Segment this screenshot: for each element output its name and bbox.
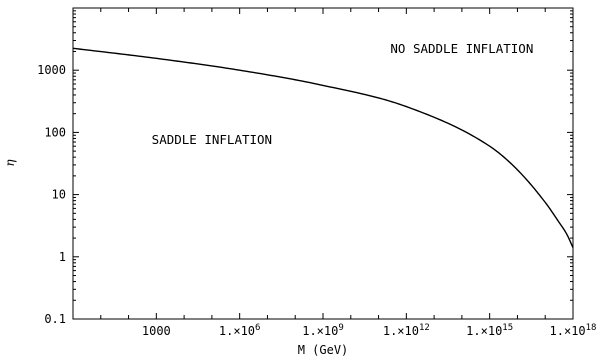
x-tick-label: 1.×1018 bbox=[550, 323, 597, 338]
x-tick-label-base: 1.×10 bbox=[550, 324, 586, 338]
x-tick-label: 1.×1012 bbox=[383, 323, 430, 338]
x-tick-label-base: 1.×10 bbox=[466, 324, 502, 338]
y-tick-label: 100 bbox=[44, 125, 66, 139]
y-tick-label: 0.1 bbox=[44, 312, 66, 326]
y-tick-label: 1 bbox=[59, 250, 66, 264]
x-tick-label: 1000 bbox=[142, 324, 171, 338]
region-annotation: SADDLE INFLATION bbox=[152, 132, 272, 147]
x-tick-label-base: 1.×10 bbox=[219, 324, 255, 338]
x-tick-label-exponent: 9 bbox=[338, 323, 343, 333]
x-tick-label-base: 1000 bbox=[142, 324, 171, 338]
x-tick-label: 1.×106 bbox=[219, 323, 261, 338]
x-tick-label-exponent: 6 bbox=[255, 323, 260, 333]
y-tick-label: 1000 bbox=[37, 63, 66, 77]
x-axis-label: M (GeV) bbox=[298, 343, 349, 357]
tick-labels: 1000 1.×106 1.×109 1.×1012 1.×1015 1.×10180.1… bbox=[37, 63, 596, 338]
x-tick-label-exponent: 12 bbox=[419, 323, 430, 333]
ticks bbox=[72, 8, 574, 320]
x-tick-label: 1.×109 bbox=[302, 323, 344, 338]
series-line bbox=[72, 47, 574, 249]
x-tick-label-exponent: 18 bbox=[586, 323, 597, 333]
x-tick-label-base: 1.×10 bbox=[383, 324, 419, 338]
y-tick-label: 10 bbox=[52, 188, 66, 202]
annotations: NO SADDLE INFLATION SADDLE INFLATION bbox=[152, 41, 534, 147]
x-tick-label: 1.×1015 bbox=[466, 323, 513, 338]
y-axis-label: η bbox=[3, 159, 17, 167]
x-tick-label-base: 1.×10 bbox=[302, 324, 338, 338]
region-annotation: NO SADDLE INFLATION bbox=[390, 41, 533, 56]
x-tick-label-exponent: 15 bbox=[502, 323, 513, 333]
